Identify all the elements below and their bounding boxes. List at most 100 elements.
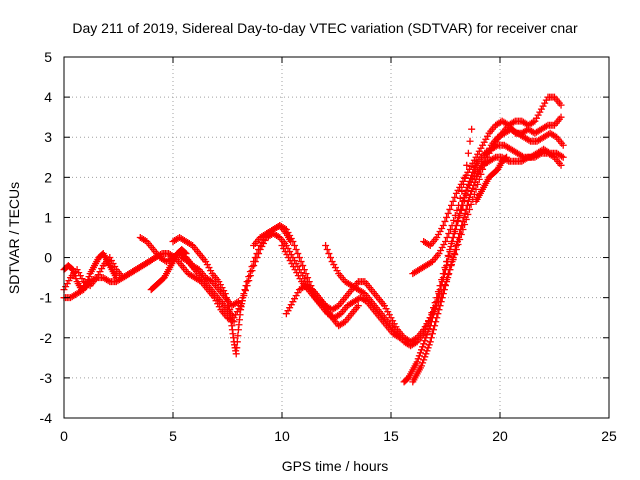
data-point [454, 186, 462, 194]
y-tick-label: 4 [44, 89, 52, 105]
data-point [482, 157, 490, 165]
data-point [444, 209, 452, 217]
x-tick-label: 0 [60, 428, 68, 444]
data-point [534, 111, 542, 119]
data-point [291, 295, 299, 303]
data-point [425, 317, 433, 325]
data-point [426, 338, 434, 346]
data-point [438, 224, 446, 232]
data-point [261, 237, 269, 245]
data-point [483, 153, 491, 161]
data-point [461, 174, 469, 182]
data-point [503, 153, 511, 161]
data-point [424, 328, 432, 336]
data-point [465, 177, 473, 185]
data-point [551, 132, 559, 140]
data-point [462, 171, 470, 179]
data-point [545, 148, 553, 156]
data-point [232, 311, 240, 319]
data-point [450, 216, 458, 224]
data-point [96, 268, 104, 276]
data-point [425, 325, 433, 333]
data-point [237, 302, 245, 310]
series-arc-10 [282, 282, 362, 330]
data-point [240, 292, 248, 300]
data-point [445, 253, 453, 261]
data-point [389, 317, 397, 325]
data-point [452, 246, 460, 254]
data-point [448, 221, 456, 229]
data-point [438, 290, 446, 298]
data-point [428, 330, 436, 338]
data-point [335, 311, 343, 319]
data-point [472, 153, 480, 161]
data-point [233, 338, 241, 346]
data-point [104, 277, 112, 285]
x-tick-labels: 0 5 10 15 20 25 [60, 428, 617, 444]
data-point [459, 177, 467, 185]
data-point [434, 310, 442, 318]
data-points [60, 93, 567, 386]
x-axis-label: GPS time / hours [282, 458, 389, 474]
data-point [292, 246, 300, 254]
data-point [256, 246, 264, 254]
data-point [542, 122, 550, 130]
data-point [479, 141, 487, 149]
data-point [424, 344, 432, 352]
data-point [292, 292, 300, 300]
data-point [452, 189, 460, 197]
data-point [525, 136, 533, 144]
data-point [482, 135, 490, 143]
data-point [425, 241, 433, 249]
data-point [462, 215, 470, 223]
data-point [287, 301, 295, 309]
data-point [475, 147, 483, 155]
data-point [282, 225, 290, 233]
data-point [359, 289, 367, 297]
data-point [215, 278, 223, 286]
data-point [215, 303, 223, 311]
data-point [285, 254, 293, 262]
data-point [305, 278, 313, 286]
data-point [294, 289, 302, 297]
data-point [218, 284, 226, 292]
series-arc-12 [400, 141, 567, 386]
data-point [503, 120, 511, 128]
data-point [447, 201, 455, 209]
data-point [427, 334, 435, 342]
data-point [446, 266, 454, 274]
data-point [141, 237, 149, 245]
data-point [282, 310, 290, 318]
data-point [283, 251, 291, 259]
data-point [456, 229, 464, 237]
data-point [68, 265, 76, 273]
data-point [474, 180, 482, 188]
series-arc-6 [169, 221, 295, 358]
y-tick-labels: -4 -3 -2 -1 0 1 2 3 4 5 [40, 49, 53, 426]
data-point [458, 187, 466, 195]
data-point [467, 200, 475, 208]
data-point [289, 238, 297, 246]
data-point [274, 232, 282, 240]
data-point [70, 269, 78, 277]
data-point [418, 346, 426, 354]
data-point [222, 294, 230, 302]
data-point [322, 242, 330, 250]
data-point [288, 260, 296, 268]
data-point [250, 262, 258, 270]
data-point [428, 311, 436, 319]
data-point [91, 275, 99, 283]
data-point [423, 347, 431, 355]
plot-frame [63, 56, 610, 419]
data-point [427, 259, 435, 267]
data-point [445, 229, 453, 237]
data-point [78, 275, 86, 283]
data-point [423, 331, 431, 339]
data-point [435, 250, 443, 258]
data-point [443, 234, 451, 241]
data-point [457, 230, 465, 238]
data-point [420, 340, 428, 348]
data-point [98, 265, 106, 273]
series-arc-17 [472, 153, 511, 205]
